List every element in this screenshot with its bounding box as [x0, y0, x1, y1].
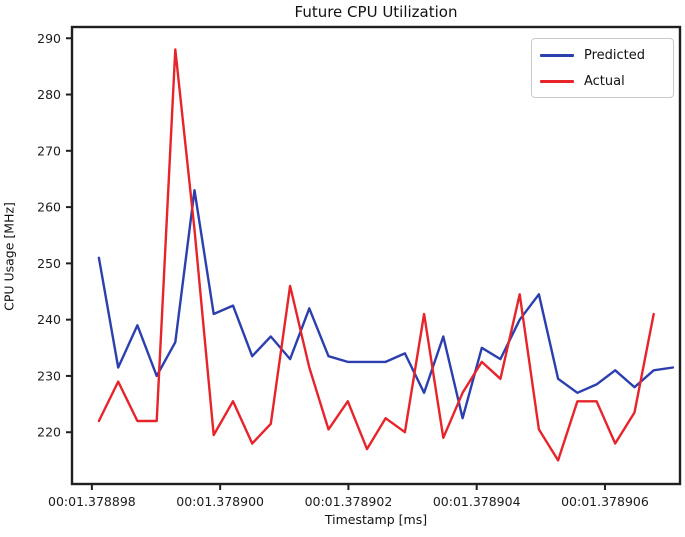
axes-frame [70, 25, 682, 486]
predicted-line [97, 188, 675, 420]
y-tick-label: 240 [37, 312, 61, 327]
y-tick-label: 250 [37, 256, 61, 271]
legend: Predicted Actual [531, 38, 674, 98]
x-tick-label: 00:01.378902 [305, 494, 393, 509]
y-tick-label: 270 [37, 143, 61, 158]
y-tick-label: 260 [37, 200, 61, 215]
x-tick-label: 00:01.378906 [561, 494, 649, 509]
predicted-line-sample [540, 53, 574, 57]
x-axis-label: Timestamp [ms] [324, 512, 428, 527]
legend-entry-actual: Actual [540, 72, 663, 90]
y-axis-label: CPU Usage [MHz] [1, 202, 17, 311]
legend-label-predicted: Predicted [584, 47, 646, 63]
legend-entry-predicted: Predicted [540, 46, 663, 64]
x-tick-label: 00:01.378900 [176, 494, 264, 509]
x-tick-label: 00:01.378904 [433, 494, 521, 509]
x-tick-label: 00:01.378898 [48, 494, 136, 509]
y-tick-label: 220 [37, 425, 61, 440]
actual-line-sample [540, 79, 574, 83]
y-tick-label: 290 [37, 31, 61, 46]
legend-label-actual: Actual [584, 73, 625, 89]
y-tick-label: 280 [37, 87, 61, 102]
actual-line [97, 48, 655, 462]
y-tick-label: 230 [37, 368, 61, 383]
chart-title: Future CPU Utilization [294, 3, 458, 21]
